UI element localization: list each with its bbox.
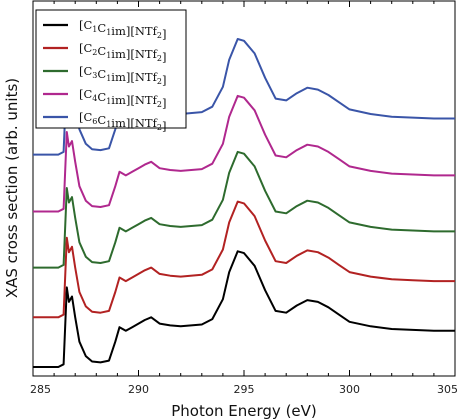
y-axis-label: XAS cross section (arb. units)	[3, 78, 21, 298]
series-line-2	[33, 150, 455, 269]
series-line-3	[33, 94, 455, 213]
x-tick-label-4: 305	[437, 383, 458, 396]
x-tick-label-0: 285	[30, 383, 51, 396]
x-tick-label-3: 300	[339, 383, 360, 396]
ticks-layer: 285 290 295 300 305	[30, 1, 458, 396]
legend-label-4: [C6C1im][NTf2]	[79, 110, 166, 133]
legend: [C1C1im][NTf2][C2C1im][NTf2][C3C1im][NTf…	[35, 9, 187, 133]
x-tick-label-2: 295	[234, 383, 255, 396]
x-tick-label-1: 290	[128, 383, 149, 396]
legend-label-3: [C4C1im][NTf2]	[79, 87, 166, 110]
legend-frame	[35, 9, 187, 129]
legend-label-1: [C2C1im][NTf2]	[79, 41, 166, 64]
series-line-1	[33, 200, 455, 319]
x-axis-label: Photon Energy (eV)	[171, 402, 317, 420]
legend-label-0: [C1C1im][NTf2]	[79, 18, 166, 41]
series-line-0	[33, 250, 455, 368]
legend-label-2: [C3C1im][NTf2]	[79, 64, 166, 87]
